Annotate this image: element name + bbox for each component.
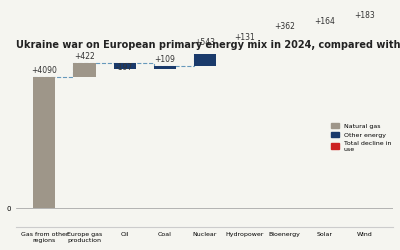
Text: +362: +362 bbox=[274, 22, 295, 31]
Text: +4090: +4090 bbox=[32, 66, 57, 75]
Text: +183: +183 bbox=[354, 11, 375, 20]
Bar bbox=[154, 66, 176, 70]
Bar bbox=[234, 44, 256, 48]
Text: +131: +131 bbox=[234, 34, 255, 42]
Bar bbox=[274, 32, 296, 44]
Bar bbox=[354, 22, 376, 27]
Bar bbox=[314, 27, 336, 32]
Text: -197: -197 bbox=[116, 63, 133, 72]
Bar bbox=[74, 63, 96, 77]
Text: +422: +422 bbox=[74, 52, 95, 61]
Legend: Natural gas, Other energy, Total decline in
use: Natural gas, Other energy, Total decline… bbox=[329, 120, 394, 154]
Text: +543: +543 bbox=[194, 38, 215, 47]
Bar bbox=[34, 77, 56, 208]
Text: +164: +164 bbox=[314, 16, 335, 26]
Text: +109: +109 bbox=[154, 55, 175, 64]
Bar bbox=[114, 63, 136, 70]
Bar bbox=[194, 48, 216, 66]
Text: Ukraine war on European primary energy mix in 2024, compared with a pre-war mode: Ukraine war on European primary energy m… bbox=[16, 40, 400, 50]
